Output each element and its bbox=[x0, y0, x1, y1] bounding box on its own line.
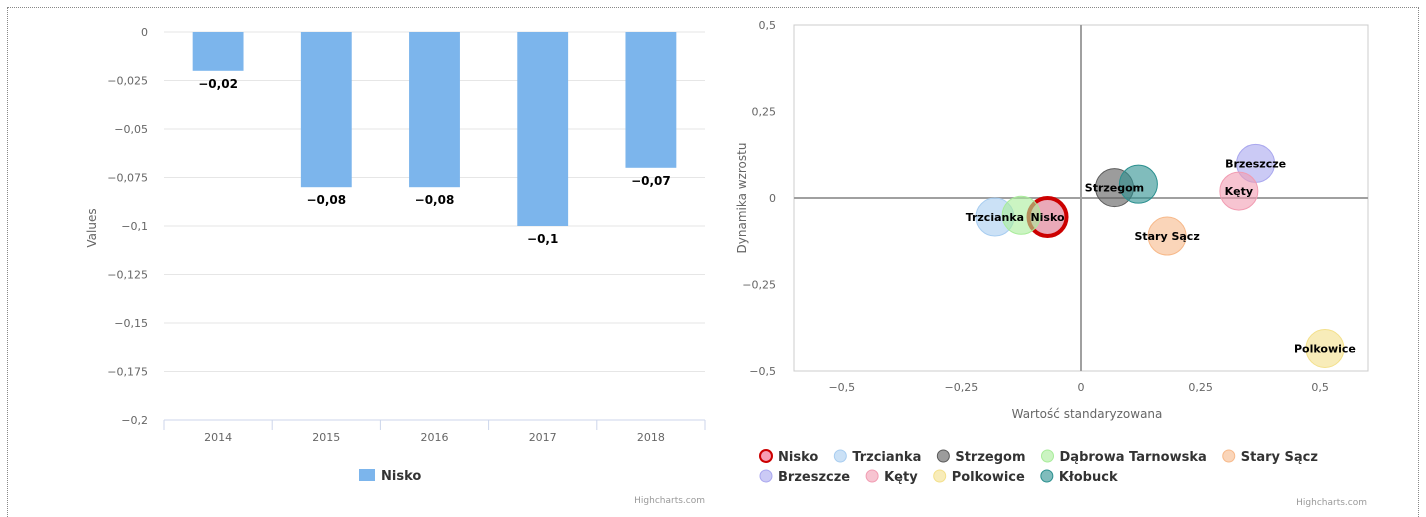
bar-y-axis-title: Values bbox=[85, 208, 99, 247]
bubble-legend-item[interactable]: Stary Sącz bbox=[1222, 449, 1318, 465]
bubble-data-label: Polkowice bbox=[1294, 343, 1356, 356]
bar-y-tick-label: −0,075 bbox=[107, 172, 148, 185]
bar-data-label: −0,1 bbox=[527, 232, 558, 246]
bubble-legend-item[interactable]: Strzegom bbox=[936, 449, 1026, 465]
bubble-legend-label: Trzcianka bbox=[852, 450, 921, 465]
bubble-credit[interactable]: Highcharts.com bbox=[1296, 498, 1367, 508]
bubble-point[interactable] bbox=[1001, 195, 1041, 235]
bubble-zero-lines bbox=[794, 25, 1368, 371]
bubble-legend-symbol bbox=[759, 469, 773, 483]
bubble-legend-item[interactable]: Trzcianka bbox=[833, 449, 921, 465]
bar-y-tick-label: −0,1 bbox=[121, 220, 148, 233]
bubble-y-tick-label: 0,25 bbox=[752, 106, 777, 119]
bubble-point[interactable] bbox=[1219, 171, 1259, 211]
bar-legend[interactable]: Nisko bbox=[359, 469, 421, 484]
bubble-legend-symbol bbox=[936, 449, 950, 463]
bar-y-tick-label: −0,025 bbox=[107, 75, 148, 88]
bubble-legend-label: Brzeszcze bbox=[778, 470, 850, 485]
bar-chart: 0 −0,025 −0,05 −0,075 −0,1 −0,125 −0,15 −0,175 −… bbox=[85, 26, 706, 506]
bubble-data-label: Stary Sącz bbox=[1134, 230, 1199, 243]
bar[interactable] bbox=[517, 32, 569, 226]
bubble-legend-label: Strzegom bbox=[955, 450, 1025, 465]
bubble-legend-symbol bbox=[865, 469, 879, 483]
bar-x-tick-label: 2016 bbox=[421, 431, 449, 444]
bar-y-tick-label: −0,05 bbox=[114, 123, 148, 136]
bubble-y-tick-labels: 0,5 0,25 0 −0,25 −0,5 bbox=[742, 19, 776, 378]
bubble-y-tick-label: 0 bbox=[769, 192, 776, 205]
bubble-legend-symbol bbox=[1041, 449, 1054, 463]
bubble-legend-label: Nisko bbox=[778, 450, 818, 465]
bubble-x-tick-label: 0 bbox=[1078, 381, 1085, 394]
bar-y-tick-label: 0 bbox=[141, 26, 148, 39]
bubble-y-tick-label: 0,5 bbox=[759, 19, 777, 32]
bubble-legend-label: Kęty bbox=[884, 470, 918, 485]
bar-data-label: −0,08 bbox=[306, 193, 346, 207]
bubble-legend-symbol bbox=[1040, 469, 1054, 483]
bar-data-label: −0,02 bbox=[198, 77, 238, 91]
bubble-legend-item[interactable]: Dąbrowa Tarnowska bbox=[1041, 449, 1207, 465]
bubble-data-label: Nisko bbox=[1030, 211, 1065, 224]
bubble-legend-label: Polkowice bbox=[952, 470, 1025, 485]
bar-y-tick-labels: 0 −0,025 −0,05 −0,075 −0,1 −0,125 −0,15 −0,175 −… bbox=[107, 26, 148, 427]
bubble-legend-label: Kłobuck bbox=[1059, 470, 1118, 485]
bubble-legend-symbol bbox=[1222, 449, 1236, 463]
page-frame bbox=[7, 7, 1419, 517]
bubble-series bbox=[975, 143, 1345, 369]
bar-x-tick-label: 2018 bbox=[637, 431, 665, 444]
bubble-legend-symbol bbox=[759, 449, 773, 463]
bubble-legend-item[interactable]: Kęty bbox=[865, 469, 918, 485]
bar-y-tick-label: −0,2 bbox=[121, 414, 148, 427]
bubble-x-tick-label: 0,25 bbox=[1188, 381, 1213, 394]
bar-x-tick-label: 2017 bbox=[529, 431, 557, 444]
bubble-data-labels: Nisko Trzcianka Strzegom Stary Sącz Brzeszcz… bbox=[966, 157, 1356, 355]
bubble-x-tick-label: −0,5 bbox=[828, 381, 855, 394]
bubble-legend-item[interactable]: Brzeszcze bbox=[759, 469, 850, 485]
bar-data-label: −0,07 bbox=[631, 174, 671, 188]
bubble-legend-label: Stary Sącz bbox=[1241, 450, 1318, 465]
bubble-legend-item[interactable]: Nisko bbox=[759, 449, 818, 465]
bar-legend-label: Nisko bbox=[381, 469, 421, 484]
bubble-x-tick-label: 0,5 bbox=[1311, 381, 1329, 394]
bar-y-tick-label: −0,15 bbox=[114, 317, 148, 330]
bubble-data-label: Trzcianka bbox=[966, 211, 1024, 224]
bar-x-axis: 2014 2015 2016 2017 2018 bbox=[163, 419, 706, 444]
bar[interactable] bbox=[300, 32, 352, 188]
bar[interactable] bbox=[625, 32, 677, 168]
bubble-legend-symbol bbox=[833, 449, 847, 463]
bubble-point[interactable] bbox=[1118, 164, 1158, 204]
bar-data-label: −0,08 bbox=[415, 193, 455, 207]
bubble-point[interactable] bbox=[1147, 216, 1187, 256]
bar-y-tick-label: −0,125 bbox=[107, 269, 148, 282]
bubble-legend: Nisko Trzcianka Strzegom Dąbrowa Tarnowska S… bbox=[759, 449, 1318, 485]
bar-credit[interactable]: Highcharts.com bbox=[634, 496, 705, 506]
bar-y-tick-label: −0,175 bbox=[107, 366, 148, 379]
bubble-chart: 0,5 0,25 0 −0,25 −0,5 −0,5 −0,25 0 0,25 0,5 Nisk… bbox=[735, 19, 1369, 508]
bubble-y-axis-title: Dynamika wzrostu bbox=[735, 143, 749, 254]
bar-legend-swatch bbox=[359, 469, 375, 481]
bubble-legend-label: Dąbrowa Tarnowska bbox=[1060, 450, 1207, 465]
bubble-y-tick-label: −0,5 bbox=[749, 365, 776, 378]
bar-data-labels: −0,02 −0,08 −0,08 −0,1 −0,07 bbox=[198, 77, 670, 246]
bubble-legend-symbol bbox=[933, 469, 947, 483]
bar-x-tick-label: 2014 bbox=[204, 431, 232, 444]
bar[interactable] bbox=[409, 32, 460, 188]
bubble-data-label: Strzegom bbox=[1085, 182, 1144, 195]
bubble-x-tick-label: −0,25 bbox=[945, 381, 979, 394]
bubble-x-tick-labels: −0,5 −0,25 0 0,25 0,5 bbox=[828, 381, 1328, 394]
bar-series bbox=[192, 32, 677, 226]
bubble-y-tick-label: −0,25 bbox=[742, 279, 776, 292]
bubble-legend-item[interactable]: Kłobuck bbox=[1040, 469, 1118, 485]
bubble-point[interactable] bbox=[1305, 329, 1345, 369]
bubble-data-label: Kęty bbox=[1225, 185, 1253, 198]
bar[interactable] bbox=[192, 32, 244, 71]
bubble-data-label: Brzeszcze bbox=[1225, 157, 1286, 170]
bubble-legend-item[interactable]: Polkowice bbox=[933, 469, 1025, 485]
bar-x-tick-label: 2015 bbox=[312, 431, 340, 444]
bubble-x-axis-title: Wartość standaryzowana bbox=[1012, 407, 1163, 421]
